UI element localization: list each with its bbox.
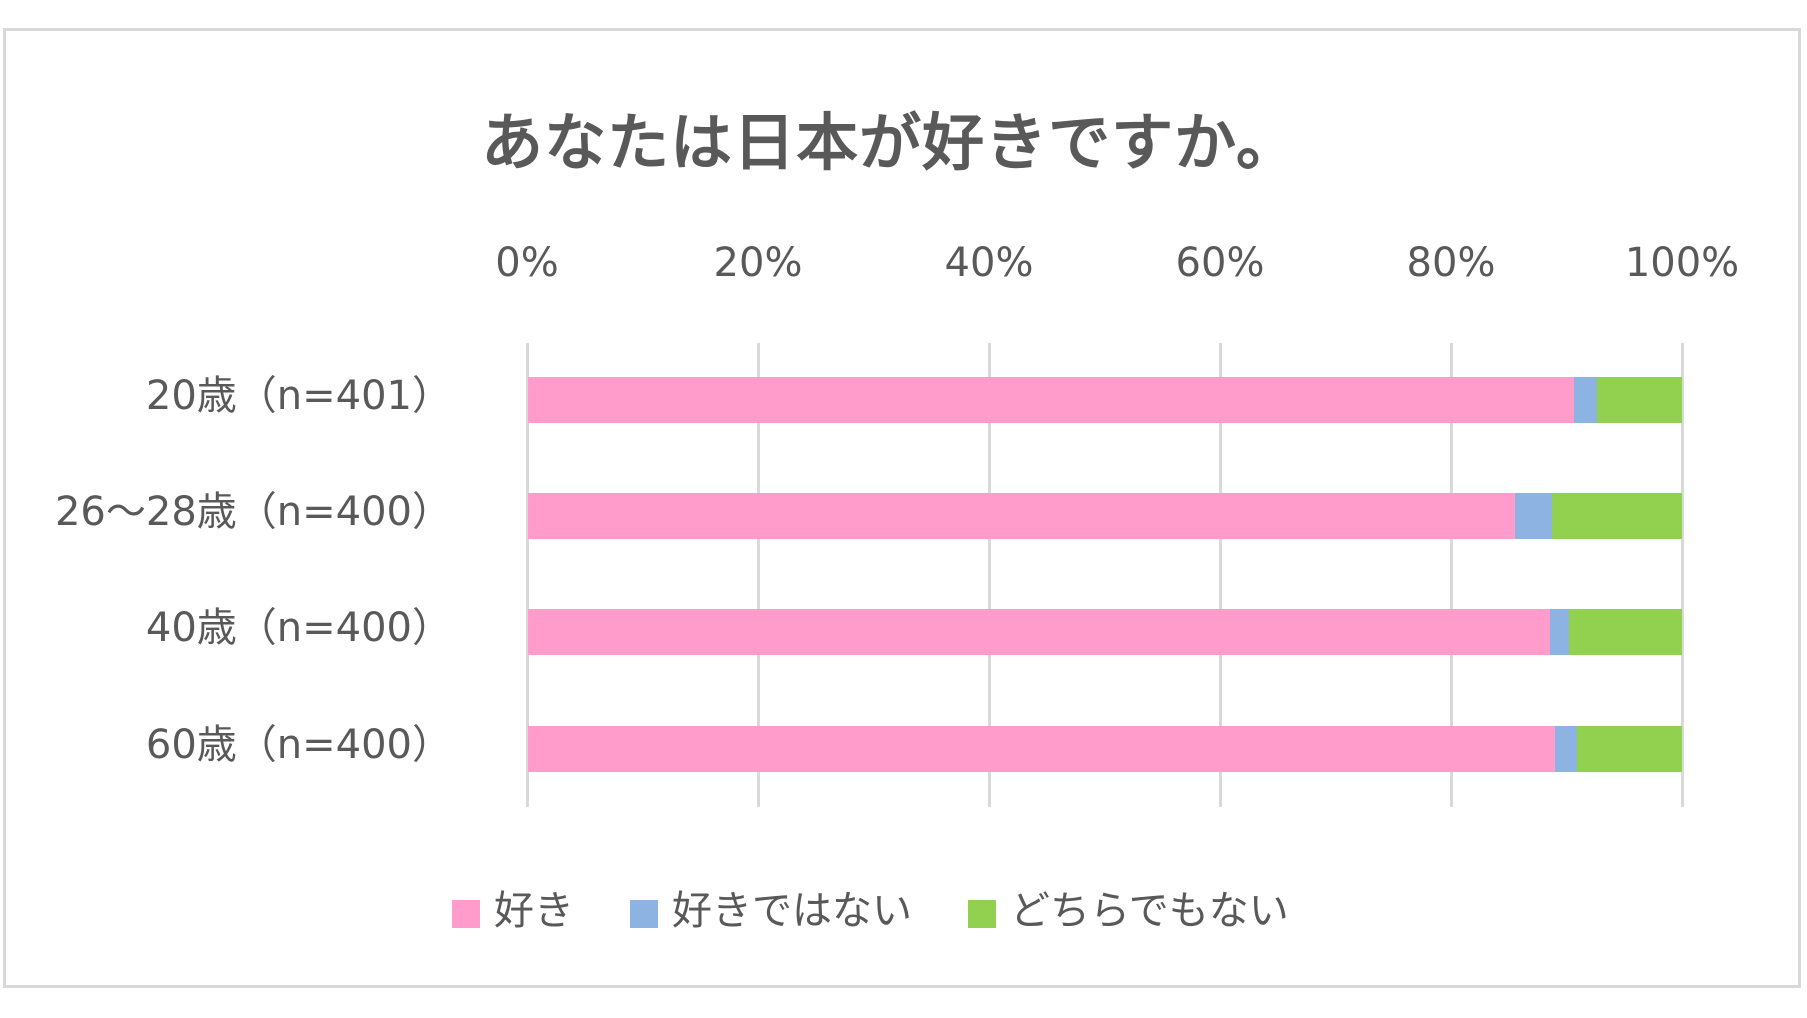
axis-tick-label: 40% bbox=[944, 240, 1034, 286]
legend-item: 好きではない bbox=[630, 878, 912, 936]
legend-item: どちらでもない bbox=[968, 878, 1289, 936]
legend-label: 好き bbox=[494, 888, 574, 934]
gridline bbox=[1219, 343, 1222, 807]
stacked-bar bbox=[528, 377, 1682, 423]
axis-tick-label: 100% bbox=[1624, 240, 1740, 286]
stacked-bar bbox=[528, 493, 1682, 539]
axis-tick-label: 0% bbox=[495, 240, 559, 286]
category-label: 26～28歳（n=400） bbox=[54, 489, 452, 535]
stacked-bar bbox=[528, 726, 1682, 772]
gridline bbox=[1450, 343, 1453, 807]
axis-tick-label: 60% bbox=[1175, 240, 1265, 286]
bar-segment bbox=[528, 726, 1556, 772]
gridline bbox=[1681, 343, 1684, 807]
legend-label: どちらでもない bbox=[1010, 888, 1289, 934]
bar-segment bbox=[528, 493, 1515, 539]
legend-swatch-icon bbox=[452, 900, 480, 928]
axis-tick-label: 20% bbox=[713, 240, 803, 286]
legend-swatch-icon bbox=[968, 900, 996, 928]
legend-label: 好きではない bbox=[672, 888, 912, 934]
bar-segment bbox=[1550, 609, 1569, 655]
bar-segment bbox=[528, 377, 1574, 423]
legend-swatch-icon bbox=[630, 900, 658, 928]
bar-segment bbox=[1596, 377, 1682, 423]
chart-title: あなたは日本が好きですか。 bbox=[481, 106, 1299, 179]
category-label: 60歳（n=400） bbox=[145, 722, 452, 768]
stacked-bar bbox=[528, 609, 1682, 655]
legend-item: 好き bbox=[452, 878, 574, 936]
legend: 好き 好きではない どちらでもない bbox=[452, 878, 1345, 936]
bar-segment bbox=[528, 609, 1551, 655]
gridline bbox=[526, 343, 529, 807]
category-label: 20歳（n=401） bbox=[145, 373, 452, 419]
bar-segment bbox=[1568, 609, 1682, 655]
bar-segment bbox=[1573, 377, 1597, 423]
bar-segment bbox=[1514, 493, 1552, 539]
bar-segment bbox=[1555, 726, 1577, 772]
gridline bbox=[988, 343, 991, 807]
bar-segment bbox=[1551, 493, 1682, 539]
bar-segment bbox=[1576, 726, 1682, 772]
category-label: 40歳（n=400） bbox=[145, 605, 452, 651]
gridline bbox=[757, 343, 760, 807]
axis-tick-label: 80% bbox=[1406, 240, 1496, 286]
